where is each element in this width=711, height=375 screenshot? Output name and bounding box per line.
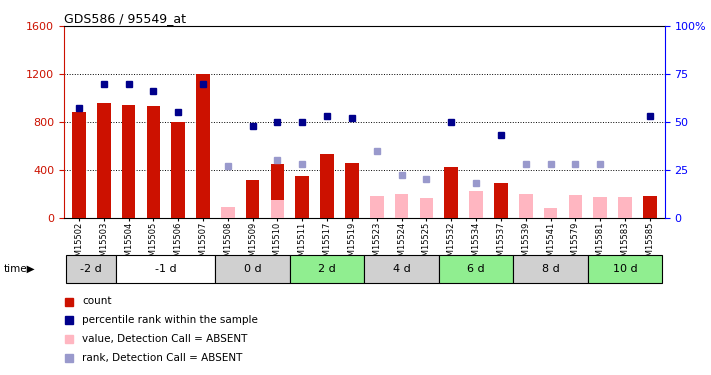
Bar [439, 255, 513, 283]
Bar [370, 196, 384, 217]
Bar [494, 183, 508, 218]
Bar [122, 105, 135, 218]
Bar [364, 255, 439, 283]
Bar [221, 207, 235, 218]
Bar [296, 176, 309, 217]
Bar [97, 103, 110, 218]
Text: 6 d: 6 d [467, 264, 485, 274]
Bar [544, 208, 557, 218]
Bar [196, 74, 210, 217]
Bar [469, 191, 483, 217]
Bar [519, 194, 533, 217]
Bar [619, 196, 632, 217]
Bar [215, 255, 290, 283]
Text: value, Detection Call = ABSENT: value, Detection Call = ABSENT [82, 334, 247, 344]
Text: 10 d: 10 d [613, 264, 637, 274]
Bar [588, 255, 663, 283]
Text: 4 d: 4 d [392, 264, 410, 274]
Bar [116, 255, 215, 283]
Bar [246, 180, 260, 218]
Text: rank, Detection Call = ABSENT: rank, Detection Call = ABSENT [82, 353, 242, 363]
Bar [513, 255, 588, 283]
Text: 2 d: 2 d [319, 264, 336, 274]
Bar [271, 200, 284, 217]
Bar [569, 195, 582, 217]
Bar [72, 112, 86, 218]
Text: -1 d: -1 d [155, 264, 176, 274]
Bar [146, 106, 160, 218]
Text: 8 d: 8 d [542, 264, 560, 274]
Bar [345, 162, 359, 218]
Text: -2 d: -2 d [80, 264, 102, 274]
Bar [444, 167, 458, 217]
Bar [171, 122, 185, 218]
Text: time▶: time▶ [4, 264, 35, 274]
Text: count: count [82, 297, 112, 306]
Bar [66, 255, 116, 283]
Text: percentile rank within the sample: percentile rank within the sample [82, 315, 258, 325]
Text: 0 d: 0 d [244, 264, 262, 274]
Bar [643, 196, 657, 217]
Bar [290, 255, 364, 283]
Bar [271, 164, 284, 218]
Text: GDS586 / 95549_at: GDS586 / 95549_at [64, 12, 186, 25]
Bar [395, 194, 408, 217]
Bar [419, 198, 433, 217]
Bar [594, 197, 607, 217]
Bar [321, 154, 334, 218]
